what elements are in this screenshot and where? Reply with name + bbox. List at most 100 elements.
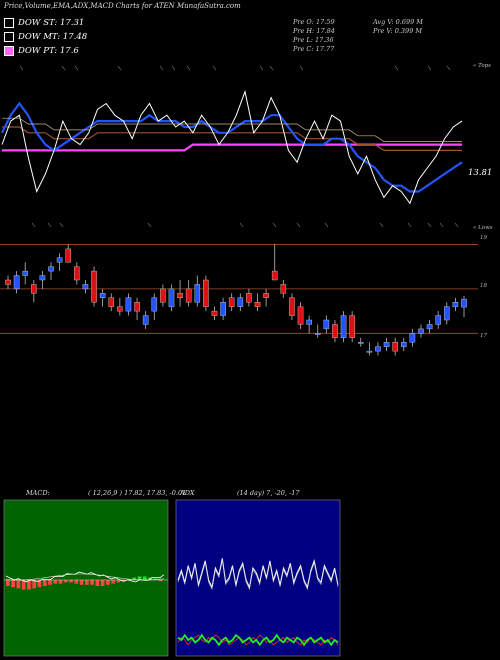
macd-bar xyxy=(111,580,116,584)
macd-bar xyxy=(69,580,73,583)
candle-body xyxy=(271,270,278,281)
macd-bar xyxy=(90,580,94,585)
adx-plot xyxy=(177,558,339,647)
legend-label-mt: DOW MT: 17.48 xyxy=(18,32,88,42)
candle-body xyxy=(246,293,252,303)
ema-series-line xyxy=(1,101,463,193)
ema-bottom-tick xyxy=(147,222,152,228)
candle-body xyxy=(48,266,54,272)
ema-bottom-tick xyxy=(454,222,459,228)
ema-top-tick xyxy=(446,65,451,71)
ema-top-tick xyxy=(117,65,122,71)
candle-body xyxy=(91,270,97,303)
candle-body xyxy=(56,257,63,263)
legend-label-st: DOW ST: 17.31 xyxy=(18,18,85,28)
candle-body xyxy=(357,342,364,344)
candle-body xyxy=(418,328,424,334)
candle-body xyxy=(254,302,261,307)
ema-bottom-tick xyxy=(47,222,52,228)
candle-body xyxy=(426,324,433,330)
level-label-17: 17 xyxy=(480,333,487,339)
macd-bar xyxy=(132,577,137,580)
macd-bar xyxy=(63,580,68,583)
candle-body xyxy=(306,319,312,325)
lows-label: « Lows xyxy=(473,225,493,231)
candle-body xyxy=(409,333,416,343)
ema-top-ticks xyxy=(19,65,451,71)
candle-body xyxy=(117,306,123,312)
ema-bottom-tick xyxy=(407,222,412,228)
legend-label-pt: DOW PT: 17.6 xyxy=(18,46,79,56)
price-levels xyxy=(0,244,478,334)
stat-low: Pre L: 17.36 xyxy=(293,36,334,44)
chart-title: Price,Volume,EMA,ADX,MACD Charts for ATE… xyxy=(4,2,241,10)
candle-body xyxy=(125,297,132,312)
legend-swatch-pt xyxy=(4,46,14,56)
macd-bar xyxy=(6,580,10,586)
candle-body xyxy=(160,288,166,303)
ema-companion-line xyxy=(2,117,462,142)
ema-bottom-tick xyxy=(324,222,329,228)
adx-panel-border xyxy=(175,499,341,657)
macd-signal-line xyxy=(5,573,165,581)
adx-title: ADX xyxy=(180,489,195,497)
ema-bottom-tick xyxy=(59,222,64,228)
macd-params: ( 12,26,9 ) 17.82, 17.83, -0.01 xyxy=(88,489,187,497)
candle-body xyxy=(323,319,330,330)
macd-bar xyxy=(48,580,52,585)
candle-body xyxy=(211,310,218,316)
candle-body xyxy=(185,288,192,303)
candle-body xyxy=(194,284,201,303)
macd-bar xyxy=(58,580,63,584)
macd-bar xyxy=(100,580,105,586)
macd-bar xyxy=(137,576,142,580)
macd-bar xyxy=(11,580,15,588)
candle-body xyxy=(280,284,287,294)
legend-dow-mt: DOW MT: 17.48 xyxy=(4,32,87,42)
candle-body xyxy=(349,315,355,338)
candle-body xyxy=(82,284,89,290)
candle-body xyxy=(39,275,46,281)
candle-body xyxy=(220,302,226,316)
macd-bar xyxy=(79,580,84,585)
candle-body xyxy=(297,306,304,325)
ema-top-tick xyxy=(299,65,304,71)
ema-bottom-tick xyxy=(31,222,36,228)
macd-plot xyxy=(4,571,168,590)
ema-bottom-ticks xyxy=(31,222,459,228)
adx-shadow-line xyxy=(177,560,339,591)
candle-body xyxy=(443,306,450,321)
ema-top-tick xyxy=(159,65,164,71)
candles xyxy=(5,244,467,356)
candle-body xyxy=(74,266,80,281)
adx-params: (14 day) 7, -20, -17 xyxy=(237,489,300,497)
macd-bar xyxy=(74,580,79,584)
ema-top-tick xyxy=(394,65,399,71)
level-label-18: 18 xyxy=(480,283,487,289)
candle-body xyxy=(383,342,390,347)
candle-body xyxy=(452,302,459,307)
macd-title: MACD: xyxy=(26,489,50,497)
candle-body xyxy=(340,315,347,338)
candle-body xyxy=(400,342,407,347)
macd-bar xyxy=(37,580,42,588)
candle-body xyxy=(289,297,295,316)
stat-close: Pre C: 17.77 xyxy=(293,45,335,53)
candle-body xyxy=(461,298,467,308)
ema-price-label: 13.81 xyxy=(468,168,493,178)
ema-bottom-tick xyxy=(379,222,384,228)
ema-top-tick xyxy=(427,65,432,71)
candle-body xyxy=(392,342,398,352)
ema-top-tick xyxy=(19,65,24,71)
ema-top-tick xyxy=(259,65,264,71)
candle-body xyxy=(332,324,338,338)
macd-bar xyxy=(16,580,21,589)
ema-bottom-tick xyxy=(239,222,244,228)
ema-bottom-tick xyxy=(427,222,432,228)
candle-body xyxy=(99,293,106,298)
macd-bar xyxy=(116,580,121,583)
macd-panel-border xyxy=(3,499,169,657)
candle-body xyxy=(366,350,373,353)
macd-bar xyxy=(32,580,37,589)
